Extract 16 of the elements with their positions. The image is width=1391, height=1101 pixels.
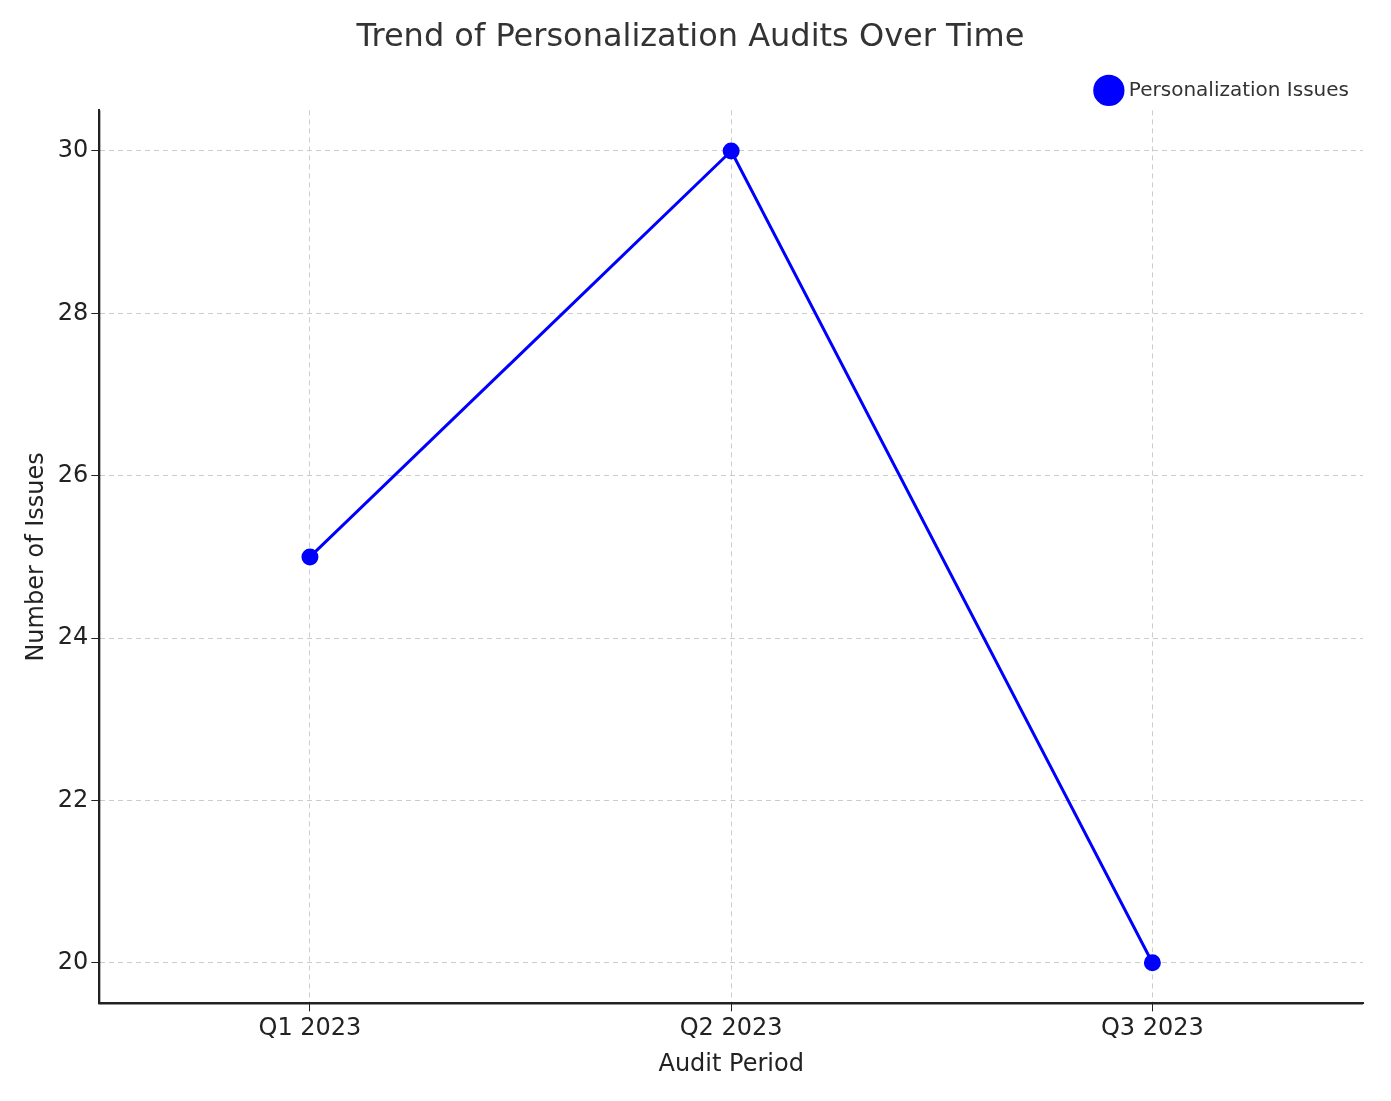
point xyxy=(722,142,740,160)
x-tick-label: Q2 2023 xyxy=(679,1013,783,1042)
y-tick-label: 28 xyxy=(57,297,89,326)
point xyxy=(1143,954,1161,972)
x-axis-title: Audit Period xyxy=(658,1048,804,1077)
y-tick-label: 22 xyxy=(57,784,89,813)
y-tick-label: 26 xyxy=(57,459,89,488)
legend-label: Personalization Issues xyxy=(1128,76,1349,101)
x-tick-label: Q3 2023 xyxy=(1100,1013,1204,1042)
y-tick-label: 30 xyxy=(57,135,89,164)
x-tick-label: Q1 2023 xyxy=(258,1013,362,1042)
y-tick-label: 20 xyxy=(57,947,89,976)
point xyxy=(301,548,319,566)
chart-title: Trend of Personalization Audits Over Time xyxy=(355,15,1025,54)
y-axis-title: Number of Issues xyxy=(20,452,49,662)
y-tick-label: 24 xyxy=(57,622,89,651)
